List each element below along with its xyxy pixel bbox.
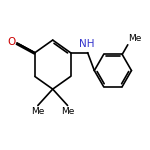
Text: Me: Me: [31, 107, 45, 116]
Text: Me: Me: [129, 34, 142, 43]
Text: NH: NH: [79, 39, 95, 49]
Text: Me: Me: [61, 107, 74, 116]
Text: O: O: [7, 37, 15, 47]
